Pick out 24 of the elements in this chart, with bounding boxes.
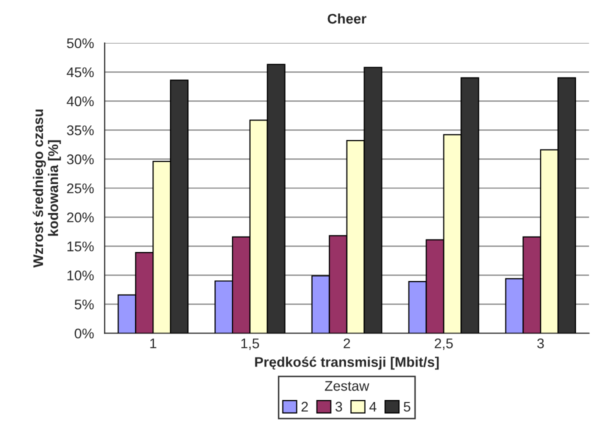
y-axis-title: Wzrost średniego czasu kodowania [%] [32, 110, 61, 268]
y-tick-label: 15% [67, 242, 94, 252]
y-tick-label: 45% [66, 67, 94, 78]
y-tick-label: 35% [66, 125, 94, 136]
legend-label: 2 [302, 402, 308, 412]
y-tick-label: 5% [74, 300, 94, 310]
y-tick-label: 50% [66, 38, 94, 48]
legend-label: 5 [404, 402, 410, 412]
legend-label: 4 [369, 402, 376, 412]
y-tick-label: 10% [67, 270, 94, 280]
x-axis-title: Prędkość transmisji [Mbit/s] [255, 356, 439, 370]
x-tick-label: 1 [150, 338, 156, 348]
x-tick-label: 1,5 [241, 338, 260, 350]
y-tick-label: 30% [66, 154, 94, 164]
x-tick-label: 2 [344, 338, 350, 348]
x-tick-label: 2,5 [434, 338, 453, 350]
chart-title: Cheer [328, 13, 366, 24]
y-tick-label: 0% [74, 328, 94, 338]
y-tick-label: 25% [67, 183, 94, 194]
legend-label: 3 [335, 402, 342, 412]
legend-title: Zestaw [324, 381, 370, 391]
y-tick-label: 20% [67, 212, 94, 222]
x-tick-label: 3 [537, 338, 544, 348]
y-tick-label: 40% [66, 96, 94, 106]
